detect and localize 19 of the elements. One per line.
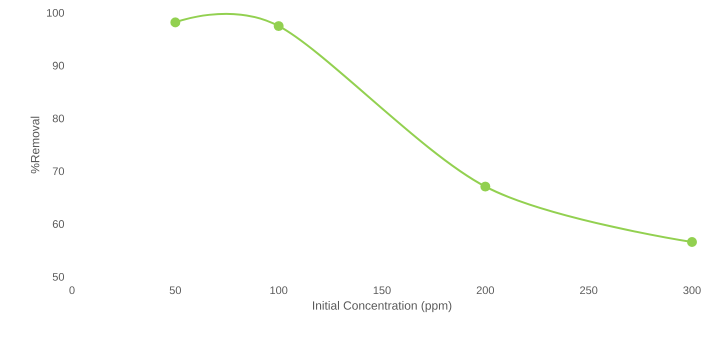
point: [480, 182, 490, 192]
x-tick-label: 250: [580, 286, 598, 294]
x-tick-label: 50: [170, 286, 181, 294]
point: [687, 237, 697, 248]
y-axis-title: %Removal: [30, 116, 40, 174]
y-tick-label: 100: [47, 9, 64, 17]
y-tick-label: 60: [52, 220, 64, 228]
y-tick-label: 50: [52, 273, 64, 281]
y-tick-label: 80: [52, 114, 64, 122]
x-tick-label: 300: [683, 286, 701, 294]
x-tick-label: 200: [476, 286, 494, 294]
y-tick-label: 90: [52, 62, 64, 70]
point: [170, 17, 180, 28]
x-tick-label: 100: [270, 286, 288, 294]
x-axis-title: Initial Concentration (ppm): [313, 301, 452, 312]
x-tick-label: 0: [69, 286, 75, 294]
y-tick-label: 70: [52, 167, 64, 176]
x-tick-label: 150: [374, 286, 391, 294]
point: [274, 21, 284, 32]
